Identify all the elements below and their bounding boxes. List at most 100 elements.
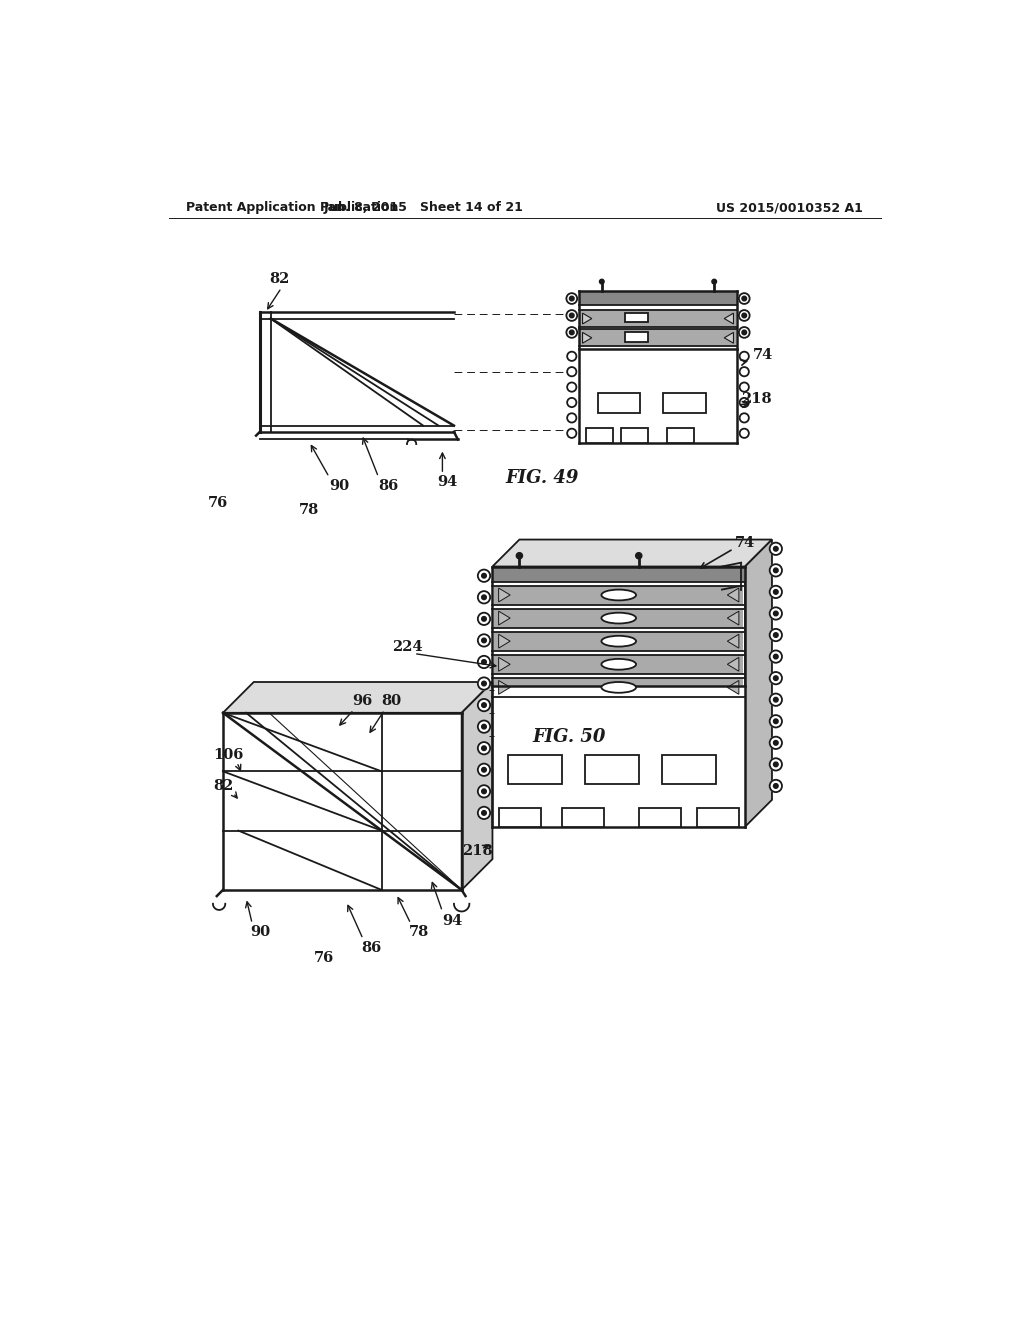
Circle shape xyxy=(478,570,490,582)
Text: 82: 82 xyxy=(269,272,290,286)
Circle shape xyxy=(567,351,577,360)
Circle shape xyxy=(770,607,782,619)
Circle shape xyxy=(739,367,749,376)
Bar xyxy=(696,808,739,826)
Text: 90: 90 xyxy=(330,479,349,492)
Polygon shape xyxy=(724,313,733,323)
Text: 90: 90 xyxy=(250,925,270,940)
Text: FIG. 50: FIG. 50 xyxy=(532,729,606,746)
Bar xyxy=(581,310,736,327)
Circle shape xyxy=(569,313,574,318)
Ellipse shape xyxy=(601,659,636,669)
Circle shape xyxy=(569,296,574,301)
Text: FIG. 49: FIG. 49 xyxy=(506,469,580,487)
Text: 76: 76 xyxy=(208,496,227,511)
Circle shape xyxy=(481,746,486,751)
Circle shape xyxy=(569,330,574,335)
Polygon shape xyxy=(499,681,510,694)
Circle shape xyxy=(481,638,486,643)
Circle shape xyxy=(478,656,490,668)
Polygon shape xyxy=(727,589,739,602)
Circle shape xyxy=(566,310,578,321)
Circle shape xyxy=(599,280,604,284)
Bar xyxy=(494,586,743,605)
Bar xyxy=(562,808,604,826)
Bar xyxy=(585,755,639,784)
Circle shape xyxy=(478,677,490,689)
Circle shape xyxy=(770,586,782,598)
Circle shape xyxy=(516,553,522,558)
Circle shape xyxy=(773,719,778,723)
Circle shape xyxy=(478,785,490,797)
Circle shape xyxy=(478,807,490,818)
Circle shape xyxy=(739,397,749,407)
Circle shape xyxy=(770,564,782,577)
Text: 74: 74 xyxy=(753,347,773,362)
Circle shape xyxy=(773,697,778,702)
Circle shape xyxy=(742,296,746,301)
Circle shape xyxy=(478,742,490,755)
Circle shape xyxy=(567,429,577,438)
Bar xyxy=(494,609,743,628)
Text: 96: 96 xyxy=(352,694,373,709)
Bar xyxy=(581,330,736,346)
Circle shape xyxy=(773,611,778,615)
Ellipse shape xyxy=(601,682,636,693)
Bar xyxy=(493,566,745,582)
Circle shape xyxy=(481,725,486,729)
Polygon shape xyxy=(727,611,739,626)
Bar xyxy=(579,290,737,444)
Text: Jan. 8, 2015   Sheet 14 of 21: Jan. 8, 2015 Sheet 14 of 21 xyxy=(324,201,523,214)
Bar xyxy=(621,428,648,444)
Circle shape xyxy=(773,762,778,767)
Ellipse shape xyxy=(601,612,636,623)
Circle shape xyxy=(773,676,778,681)
Circle shape xyxy=(481,573,486,578)
Circle shape xyxy=(566,327,578,338)
Circle shape xyxy=(712,280,717,284)
Circle shape xyxy=(481,810,486,816)
Circle shape xyxy=(770,651,782,663)
Ellipse shape xyxy=(601,590,636,601)
Circle shape xyxy=(739,310,750,321)
Circle shape xyxy=(478,763,490,776)
Circle shape xyxy=(770,737,782,748)
Ellipse shape xyxy=(601,636,636,647)
Text: 86: 86 xyxy=(379,479,398,492)
Bar xyxy=(598,393,640,412)
Circle shape xyxy=(481,681,486,686)
Bar xyxy=(493,566,745,826)
Bar xyxy=(625,333,648,342)
Circle shape xyxy=(478,612,490,626)
Text: 218: 218 xyxy=(462,845,493,858)
Circle shape xyxy=(566,293,578,304)
Circle shape xyxy=(567,397,577,407)
Circle shape xyxy=(739,327,750,338)
Circle shape xyxy=(770,758,782,771)
Circle shape xyxy=(770,715,782,727)
Circle shape xyxy=(481,767,486,772)
Bar xyxy=(499,808,541,826)
Circle shape xyxy=(773,546,778,552)
Bar xyxy=(494,632,743,651)
Text: 86: 86 xyxy=(361,941,382,954)
Circle shape xyxy=(567,367,577,376)
Circle shape xyxy=(478,700,490,711)
Circle shape xyxy=(770,672,782,684)
Polygon shape xyxy=(724,333,733,343)
Circle shape xyxy=(773,741,778,744)
Circle shape xyxy=(567,383,577,392)
Circle shape xyxy=(481,616,486,622)
Circle shape xyxy=(478,591,490,603)
Circle shape xyxy=(739,351,749,360)
Text: 76: 76 xyxy=(313,950,334,965)
Text: Patent Application Publication: Patent Application Publication xyxy=(186,201,398,214)
Polygon shape xyxy=(499,611,510,626)
Polygon shape xyxy=(493,540,772,566)
Polygon shape xyxy=(727,657,739,671)
Bar xyxy=(639,808,681,826)
Text: 224: 224 xyxy=(392,640,423,655)
Text: 80: 80 xyxy=(382,694,401,709)
Polygon shape xyxy=(499,657,510,671)
Circle shape xyxy=(481,660,486,664)
